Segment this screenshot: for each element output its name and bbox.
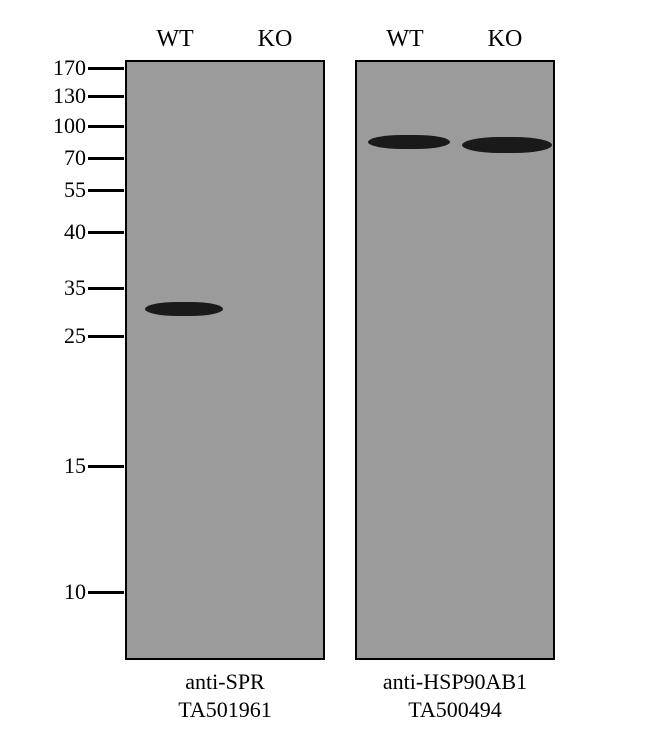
ladder-label: 170	[53, 55, 86, 81]
antibody-label: anti-SPRTA501961	[125, 668, 325, 723]
ladder-tick	[88, 67, 124, 70]
ladder-label: 40	[64, 219, 86, 245]
ladder-tick	[88, 591, 124, 594]
lane-label: WT	[365, 26, 445, 53]
ladder-label: 35	[64, 275, 86, 301]
ladder-tick	[88, 465, 124, 468]
ladder-label: 15	[64, 453, 86, 479]
ladder-label: 10	[64, 579, 86, 605]
ladder-tick	[88, 125, 124, 128]
band	[368, 135, 450, 149]
lane-label: KO	[235, 26, 315, 53]
band	[145, 302, 223, 316]
ladder-label: 55	[64, 177, 86, 203]
ladder-tick	[88, 335, 124, 338]
antibody-catalog: TA501961	[125, 696, 325, 724]
western-blot-figure: 170130 100 70 55 40 35 25 15 10 WT KO WT KO anti-SP…	[0, 0, 650, 743]
antibody-label: anti-HSP90AB1TA500494	[355, 668, 555, 723]
ladder-tick	[88, 157, 124, 160]
antibody-catalog: TA500494	[355, 696, 555, 724]
ladder-label: 70	[64, 145, 86, 171]
ladder-tick	[88, 95, 124, 98]
blot-panel-right	[355, 60, 555, 660]
lane-label: WT	[135, 26, 215, 53]
ladder-label: 25	[64, 323, 86, 349]
ladder-tick	[88, 287, 124, 290]
lane-label: KO	[465, 26, 545, 53]
ladder-tick	[88, 189, 124, 192]
ladder-label: 100	[53, 113, 86, 139]
ladder-label: 130	[53, 83, 86, 109]
antibody-name: anti-HSP90AB1	[355, 668, 555, 696]
ladder-tick	[88, 231, 124, 234]
band	[462, 137, 552, 153]
antibody-name: anti-SPR	[125, 668, 325, 696]
blot-panel-left	[125, 60, 325, 660]
